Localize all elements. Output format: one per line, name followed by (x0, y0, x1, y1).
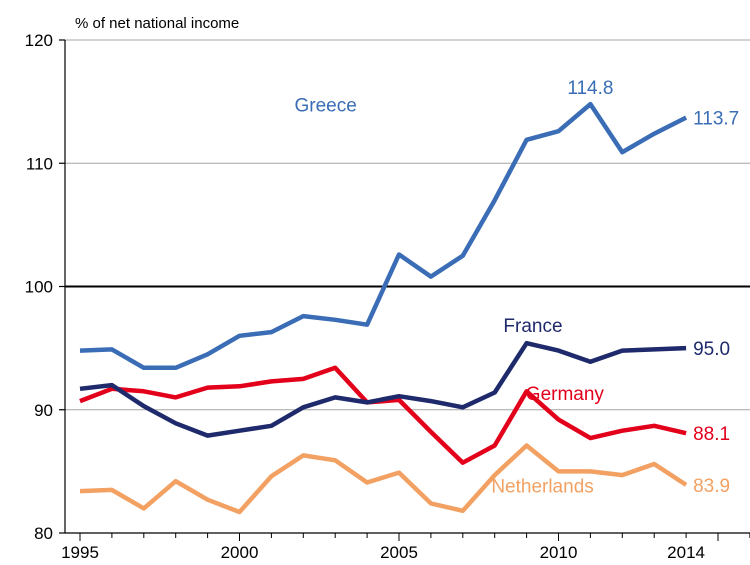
x-tick-label-2005: 2005 (380, 543, 418, 562)
x-tick-label-2014: 2014 (667, 543, 705, 562)
x-tick-label-2000: 2000 (221, 543, 259, 562)
series-line-netherlands (79, 443, 688, 515)
end-value-label-france: 95.0 (693, 339, 730, 360)
y-tick-label-90: 90 (34, 401, 53, 420)
series-label-netherlands: Netherlands (491, 476, 593, 497)
series-labels: Greece 113.7 114.8 France 95.0 Germany 88.1 Net… (294, 78, 739, 497)
series-label-greece: Greece (294, 95, 356, 116)
end-value-label-netherlands: 83.9 (693, 476, 730, 497)
axes (59, 39, 750, 541)
y-tick-label-110: 110 (26, 154, 53, 173)
gridlines (65, 39, 750, 411)
x-tick-labels: 1995 2000 2005 2010 2014 (61, 543, 705, 562)
series-label-france: France (503, 316, 562, 337)
end-value-label-greece: 113.7 (693, 109, 739, 130)
x-tick-label-2010: 2010 (540, 543, 578, 562)
series-label-germany: Germany (526, 384, 605, 405)
y-tick-label-120: 120 (25, 31, 53, 50)
y-tick-labels: 80 90 100 110 120 (25, 31, 53, 543)
peak-value-label-greece: 114.8 (567, 78, 613, 99)
series-lines (79, 101, 688, 515)
y-tick-label-80: 80 (34, 524, 53, 543)
series-line-france (79, 340, 687, 438)
y-axis-unit-label: % of net national income (75, 15, 239, 32)
series-line-germany (79, 365, 687, 465)
y-tick-label-100: 100 (25, 278, 53, 297)
end-value-label-germany: 88.1 (693, 424, 730, 445)
x-tick-label-1995: 1995 (61, 543, 99, 562)
series-line-greece (79, 101, 688, 371)
